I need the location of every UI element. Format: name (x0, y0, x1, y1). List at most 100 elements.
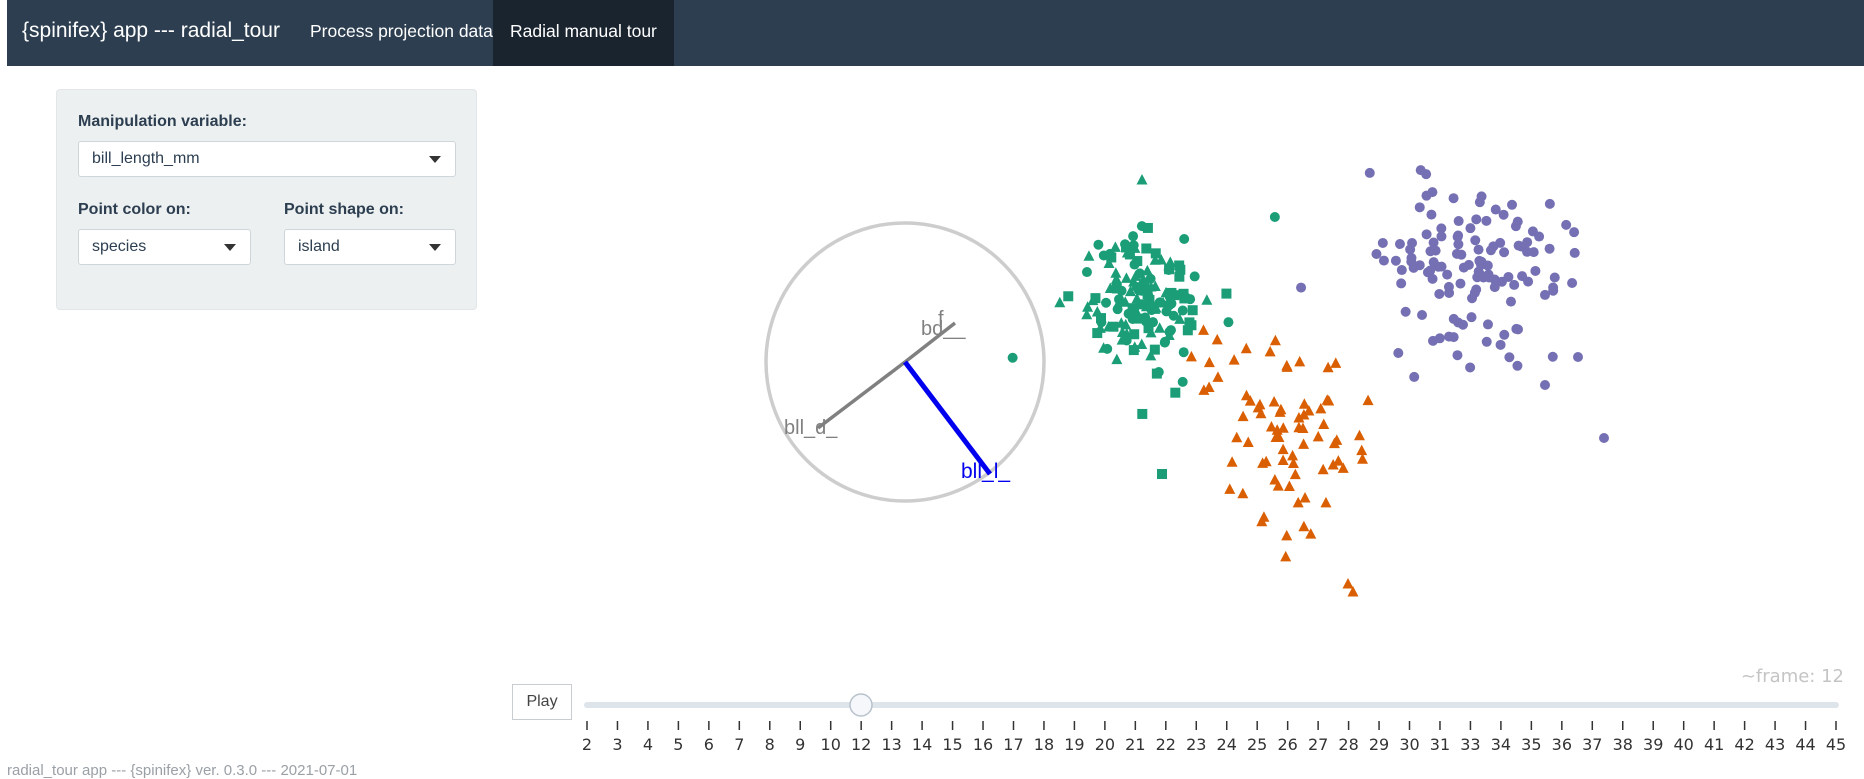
slider-tick-label: 2 (582, 735, 592, 754)
data-point (1522, 237, 1533, 248)
data-point (1315, 402, 1327, 414)
data-point (1269, 211, 1280, 222)
slider-tick-label: 33 (1460, 735, 1480, 754)
data-point (1312, 430, 1324, 442)
data-point (1467, 293, 1478, 304)
data-point (1170, 387, 1181, 398)
data-point (1490, 204, 1501, 215)
tab-process-projection-data[interactable]: Process projection data (310, 21, 493, 41)
frame-slider[interactable] (584, 693, 1839, 717)
data-point (1108, 321, 1119, 332)
data-point (1231, 431, 1243, 443)
data-point (1281, 529, 1293, 541)
data-point (1212, 371, 1224, 382)
data-point (1174, 271, 1185, 282)
data-point (1499, 247, 1510, 258)
data-point (1128, 275, 1140, 287)
data-point (1573, 352, 1583, 362)
data-point (1103, 257, 1115, 268)
data-point (1091, 305, 1103, 317)
slider-tick-label: 31 (1430, 735, 1450, 754)
data-point (1184, 317, 1195, 328)
data-point (1189, 271, 1200, 282)
data-point (1453, 317, 1464, 328)
data-point (1530, 265, 1541, 276)
data-point (1561, 219, 1572, 230)
data-point (1142, 222, 1153, 233)
data-point (1111, 283, 1122, 294)
data-point (1471, 214, 1482, 225)
data-point (1357, 453, 1369, 464)
data-point (1400, 306, 1411, 317)
slider-tick-label: 6 (704, 735, 714, 754)
data-point (1142, 289, 1153, 300)
data-point (1226, 456, 1238, 467)
manipulation-variable-select[interactable]: bill_length_mm (78, 141, 456, 177)
data-point (1137, 408, 1148, 419)
slider-tick-label: 4 (643, 735, 653, 754)
data-point (1133, 310, 1145, 321)
input-panel: Manipulation variable: bill_length_mm Po… (56, 89, 477, 310)
data-point (1174, 313, 1186, 324)
data-point (1132, 256, 1143, 267)
data-point (1544, 243, 1555, 254)
data-point (1145, 281, 1157, 292)
data-point (1177, 305, 1188, 316)
slider-tick-label: 14 (912, 735, 932, 754)
data-point (1178, 288, 1189, 299)
data-point (1540, 380, 1550, 390)
data-point (1179, 234, 1190, 245)
data-point (1327, 458, 1339, 470)
data-point (1317, 463, 1329, 475)
data-point (1177, 376, 1188, 387)
slider-tick-label: 41 (1704, 735, 1724, 754)
play-button[interactable]: Play (512, 684, 572, 720)
manipulation-variable-value: bill_length_mm (92, 150, 200, 167)
data-point (1157, 297, 1169, 308)
data-point (1569, 247, 1580, 258)
data-point (1269, 473, 1281, 485)
slider-handle[interactable] (849, 693, 873, 717)
chevron-down-icon (429, 156, 441, 163)
data-point (1414, 202, 1425, 213)
axis-line-bill-length (903, 360, 992, 476)
data-point (1378, 255, 1389, 266)
slider-tick-label: 38 (1613, 735, 1633, 754)
point-shape-select[interactable]: island (284, 229, 456, 265)
slider-tick-label: 12 (851, 735, 871, 754)
data-point (1528, 247, 1539, 258)
data-point (1443, 281, 1454, 292)
data-point (1141, 264, 1153, 276)
data-point (1421, 229, 1432, 240)
slider-tick-label: 24 (1217, 735, 1237, 754)
slider-tick-label: 43 (1765, 735, 1785, 754)
data-point (1203, 381, 1215, 393)
data-point (1567, 278, 1578, 289)
data-point (1394, 239, 1405, 250)
slider-tick-label: 36 (1552, 735, 1572, 754)
data-point (1347, 586, 1359, 597)
data-point (1277, 443, 1289, 455)
slider-tick-label: 7 (734, 735, 744, 754)
point-color-select[interactable]: species (78, 229, 251, 265)
data-point (1455, 278, 1466, 289)
data-point (1092, 328, 1103, 339)
slider-tick-label: 9 (795, 735, 805, 754)
data-point (1283, 480, 1295, 492)
data-point (1149, 303, 1161, 314)
data-point (1356, 444, 1368, 456)
slider-tick-label: 3 (612, 735, 622, 754)
data-point (1281, 359, 1293, 371)
data-point (1182, 325, 1193, 336)
data-point (1323, 395, 1335, 406)
data-point (1145, 326, 1157, 338)
data-point (1240, 342, 1252, 354)
data-point (1164, 300, 1175, 311)
unit-circle (764, 221, 1046, 503)
point-shape-label: Point shape on: (284, 201, 404, 218)
tab-radial-manual-tour[interactable]: Radial manual tour (493, 0, 674, 66)
data-point (1337, 462, 1349, 473)
data-point (1476, 256, 1487, 267)
data-point (1322, 361, 1334, 373)
slider-tick-label: 16 (973, 735, 993, 754)
